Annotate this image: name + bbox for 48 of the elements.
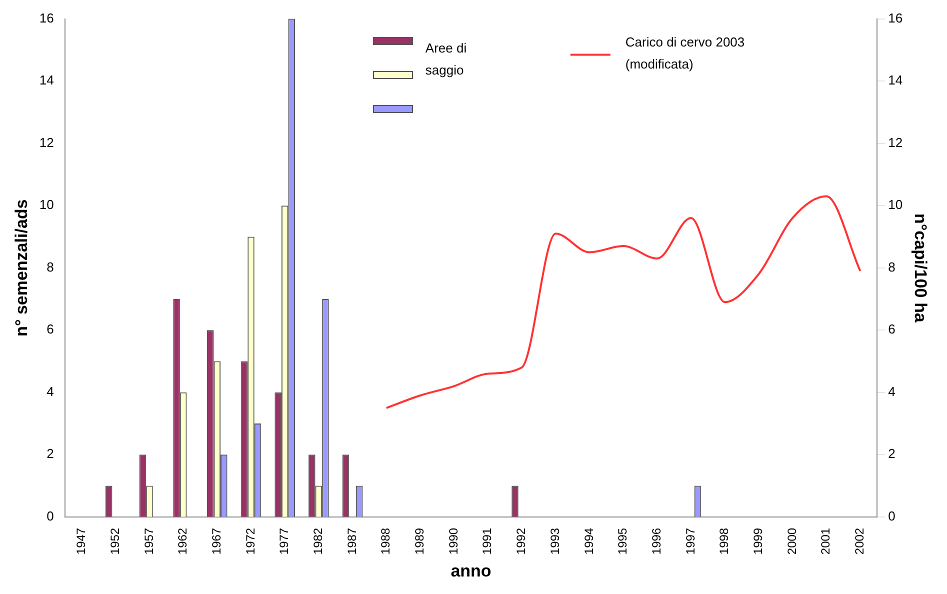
x-tick-label: 1993 — [548, 528, 562, 555]
y2-tick-label: 0 — [888, 508, 896, 524]
x-tick-label: 1994 — [582, 528, 596, 555]
x-tick-label: 1952 — [108, 528, 122, 555]
x-tick-label: 1982 — [311, 528, 326, 555]
x-tick-label: 2000 — [784, 528, 799, 555]
legend-title: Aree di saggio — [425, 40, 467, 78]
x-axis-title: anno — [450, 561, 492, 580]
x-tick-label: 1962 — [176, 528, 190, 555]
y-tick-label: 4 — [46, 384, 54, 399]
x-tick-label: 1999 — [750, 528, 765, 555]
x-tick-label: 1977 — [277, 528, 292, 555]
x-tick-label: 1967 — [209, 528, 224, 555]
x-tick-label: 1989 — [412, 528, 427, 555]
y-tick-label: 12 — [39, 134, 54, 150]
y-axis-title: n° semenzali/ads — [12, 199, 31, 336]
y-tick-label: 10 — [39, 197, 54, 212]
y2-tick-label: 12 — [888, 134, 903, 150]
x-tick-label: 1990 — [446, 528, 460, 555]
y2-tick-label: 2 — [888, 446, 896, 462]
y-tick-label: 8 — [46, 259, 54, 274]
y-tick-label: 6 — [46, 322, 54, 337]
x-tick-label: 1987 — [344, 528, 359, 555]
y2-tick-label: 8 — [888, 259, 896, 274]
x-tick-label: 2001 — [818, 528, 833, 555]
y2-tick-label: 6 — [888, 322, 896, 337]
x-tick-label: 1957 — [142, 528, 156, 555]
y2-tick-label: 10 — [888, 197, 903, 212]
y-tick-label: 2 — [46, 446, 54, 462]
line-series — [385, 195, 862, 409]
y2-tick-label: 14 — [888, 72, 903, 88]
x-tick-label: 1997 — [683, 528, 698, 555]
x-tick-label: 1996 — [649, 528, 664, 555]
x-tick-label: 1998 — [717, 528, 732, 555]
x-tick-label: 2002 — [852, 528, 867, 555]
y2-axis-title: n°capi/100 ha — [911, 213, 930, 323]
x-tick-label: 1947 — [74, 528, 88, 555]
y2-tick-label: 16 — [888, 10, 903, 26]
y-tick-label: 14 — [39, 72, 54, 88]
x-tick-label: 1988 — [378, 528, 393, 555]
x-tick-label: 1991 — [480, 528, 494, 555]
legend-label: Carico di cervo 2003 (modificata) — [625, 34, 745, 72]
x-tick-label: 1995 — [616, 528, 630, 555]
y2-tick-label: 4 — [888, 384, 896, 399]
x-tick-label: 1972 — [243, 528, 258, 555]
y-tick-label: 0 — [46, 508, 54, 524]
x-tick-label: 1992 — [514, 528, 528, 555]
y-tick-label: 16 — [39, 10, 54, 26]
